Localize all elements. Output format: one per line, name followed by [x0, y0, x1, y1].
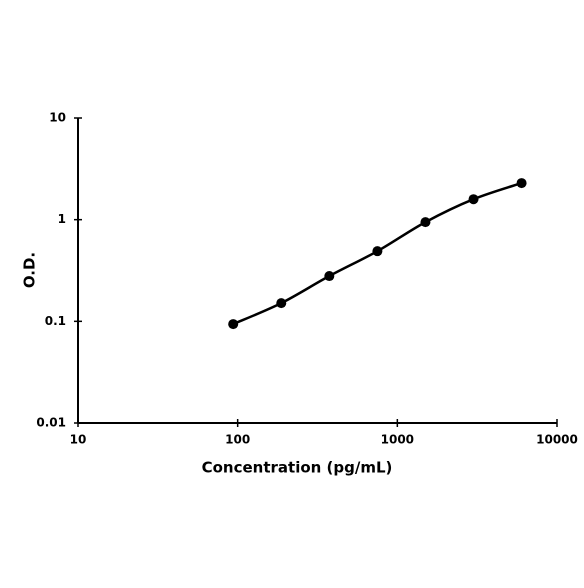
point: [324, 271, 335, 282]
point: [276, 298, 287, 309]
y-tick-label: 10: [49, 111, 66, 125]
y-axis-title: O.D.: [21, 252, 39, 288]
point: [372, 246, 383, 257]
point: [468, 194, 479, 205]
x-axis-title: Concentration (pg/mL): [202, 459, 393, 477]
y-tick-label: 1: [58, 212, 66, 226]
point: [228, 319, 239, 330]
point: [516, 178, 527, 189]
x-tick-label: 1000: [381, 433, 414, 447]
x-tick-label: 10: [70, 433, 87, 447]
x-tick-label: 100: [225, 433, 250, 447]
point: [420, 217, 431, 228]
y-tick-label: 0.1: [45, 314, 66, 328]
x-tick-label: 10000: [536, 433, 578, 447]
y-tick-label: 0.01: [36, 416, 66, 430]
